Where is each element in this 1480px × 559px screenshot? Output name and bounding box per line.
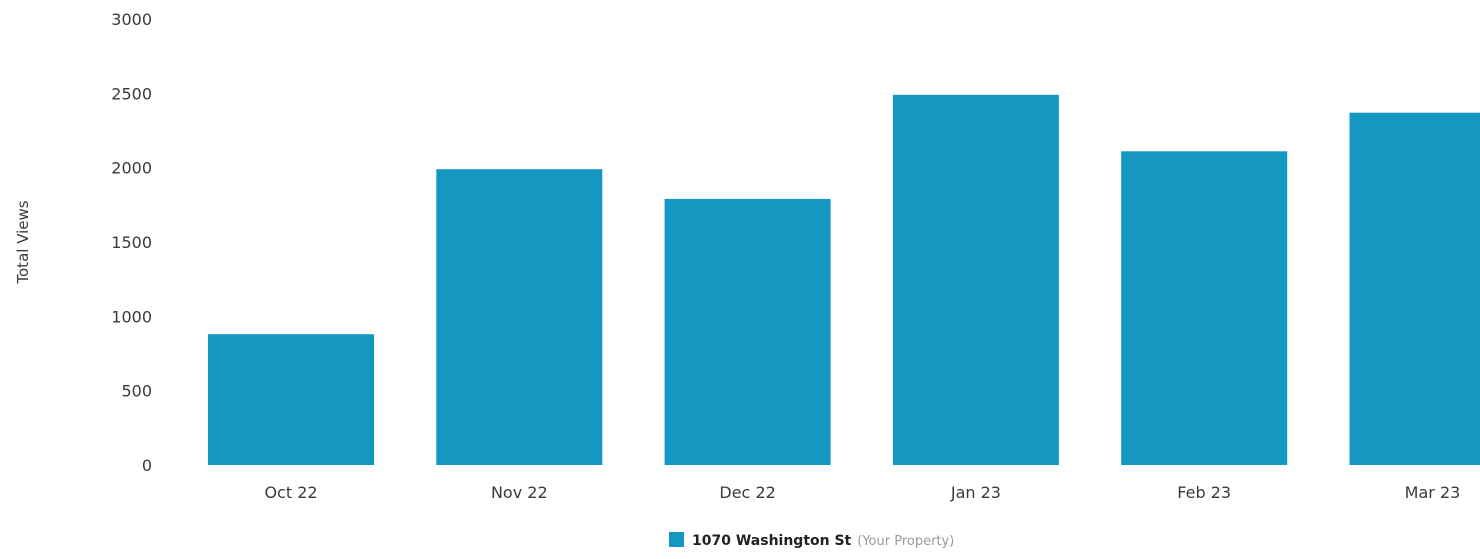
bar[interactable] (1350, 113, 1480, 465)
bar[interactable] (208, 334, 374, 465)
bars (208, 95, 1480, 465)
legend-label: 1070 Washington St (Your Property) (692, 533, 954, 549)
x-axis-ticks: Oct 22 Nov 22 Dec 22 Jan 23 Feb 23 Mar 23 (264, 483, 1460, 502)
y-tick-label: 2000 (111, 159, 152, 178)
x-tick-label: Mar 23 (1405, 483, 1461, 502)
x-tick-label: Nov 22 (491, 483, 548, 502)
y-tick-label: 0 (142, 456, 152, 475)
y-tick-label: 500 (121, 382, 152, 401)
y-axis-title-group: Total Views (14, 200, 32, 284)
bar[interactable] (1121, 151, 1287, 465)
y-tick-label: 2500 (111, 84, 152, 103)
bar[interactable] (893, 95, 1059, 465)
bar[interactable] (665, 199, 831, 465)
y-axis-ticks: 0 500 1000 1500 2000 2500 3000 (111, 10, 152, 475)
legend-series-name: 1070 Washington St (692, 533, 852, 549)
bar[interactable] (436, 169, 602, 465)
legend[interactable]: 1070 Washington St (Your Property) (669, 532, 954, 549)
x-tick-label: Jan 23 (950, 483, 1001, 502)
x-tick-label: Oct 22 (264, 483, 317, 502)
x-tick-label: Dec 22 (719, 483, 775, 502)
y-tick-label: 3000 (111, 10, 152, 29)
legend-series-suffix: (Your Property) (857, 534, 954, 549)
legend-swatch (669, 532, 684, 547)
x-tick-label: Feb 23 (1177, 483, 1231, 502)
y-axis-title: Total Views (14, 200, 32, 284)
y-tick-label: 1500 (111, 233, 152, 252)
y-tick-label: 1000 (111, 307, 152, 326)
